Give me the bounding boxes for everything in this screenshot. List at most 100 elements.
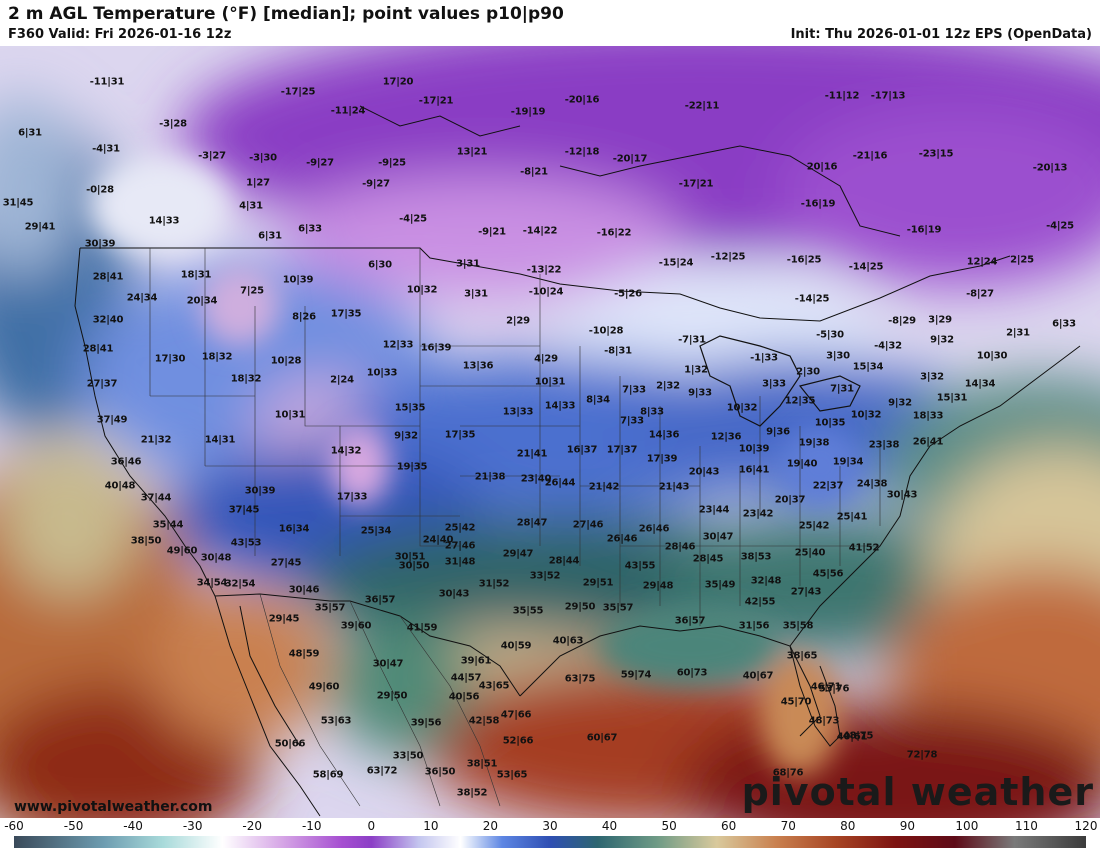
point-value-label: 38|51 [466,758,498,770]
point-value-label: 21|32 [140,434,172,446]
point-value-label: 43|65 [478,680,510,692]
point-value-label: 29|50 [376,690,408,702]
point-value-label: -0|28 [86,184,114,196]
point-value-label: 1|27 [246,177,270,189]
point-value-label: 63|72 [366,765,398,777]
colorbar-tick-label: 120 [1074,819,1098,833]
point-value-label: 25|42 [444,522,476,534]
point-value-label: 16|41 [738,464,770,476]
pacific-mid-tan [0,436,140,596]
point-value-label: -7|31 [678,334,706,346]
point-value-label: 17|35 [444,429,476,441]
point-value-label: 6|33 [1052,318,1076,330]
point-value-label: 63|75 [564,673,596,685]
colorbar-tick-label: 0 [367,819,376,833]
point-value-label: 7|31 [830,383,854,395]
point-value-label: 2|30 [796,366,820,378]
point-value-label: 40|59 [500,640,532,652]
point-value-label: -19|19 [510,106,546,118]
point-value-label: 14|33 [148,215,180,227]
colorbar-tick-label: 80 [840,819,856,833]
point-value-label: 4|31 [239,200,263,212]
point-value-label: 20|43 [688,466,720,478]
point-value-label: 50|66 [274,738,306,750]
point-value-label: 4|29 [534,353,558,365]
point-value-label: 25|40 [794,547,826,559]
mexico-lines [259,593,501,807]
point-value-label: 14|32 [330,445,362,457]
point-value-label: 9|32 [930,334,954,346]
point-value-label: 29|50 [564,601,596,613]
watermark-url: www.pivotalweather.com [14,799,213,815]
point-value-label: -3|30 [249,152,277,164]
colorbar-tick-label: -50 [63,819,84,833]
point-value-label: -4|25 [1046,220,1074,232]
point-value-label: 9|33 [688,387,712,399]
point-value-label: -11|12 [824,90,860,102]
point-value-label: 25|34 [360,525,392,537]
point-value-label: 22|37 [812,480,844,492]
point-value-label: 36|50 [424,766,456,778]
point-value-label: 30|39 [244,485,276,497]
point-value-label: 28|41 [82,343,114,355]
point-value-label: 10|35 [814,417,846,429]
point-value-label: 35|44 [152,519,184,531]
point-value-label: 38|50 [130,535,162,547]
point-value-label: -17|13 [870,90,906,102]
point-value-label: 40|67 [742,670,774,682]
point-value-label: 3|32 [920,371,944,383]
point-value-label: 49|60 [308,681,340,693]
point-value-label: 27|46 [444,540,476,552]
point-value-label: 10|39 [282,274,314,286]
pnw-cool-pocket [90,156,230,256]
cold-prairies [280,176,680,296]
cold-core-quebec [780,106,1100,286]
point-value-label: -11|24 [330,105,366,117]
point-value-label: 6|31 [258,230,282,242]
point-value-label: 2|32 [656,380,680,392]
point-value-label: 23|38 [868,439,900,451]
point-value-label: 48|73 [808,715,840,727]
point-value-label: 17|20 [382,76,414,88]
point-value-label: -12|25 [710,251,746,263]
point-value-label: 43|53 [230,537,262,549]
point-value-label: 36|57 [674,615,706,627]
point-value-label: 45|70 [780,696,812,708]
point-value-label: 14|31 [204,434,236,446]
point-value-label: 27|43 [790,586,822,598]
point-value-label: 37|44 [140,492,172,504]
point-value-label: 7|33 [622,384,646,396]
point-value-label: -8|31 [604,345,632,357]
point-value-label: 3|33 [762,378,786,390]
point-value-label: -4|25 [399,213,427,225]
point-value-label: 35|57 [314,602,346,614]
point-value-label: 35|49 [704,579,736,591]
point-value-label: 24|38 [856,478,888,490]
point-value-label: -14|22 [522,225,558,237]
point-value-label: 8|26 [292,311,316,323]
point-value-label: 31|56 [738,620,770,632]
point-value-label: 34|54 [196,577,228,589]
point-value-label: 37|49 [96,414,128,426]
point-value-label: 3|31 [464,288,488,300]
point-value-label: 42|58 [468,715,500,727]
colorbar-tick-label: 70 [780,819,796,833]
point-value-label: 6|33 [298,223,322,235]
point-value-label: 30|50 [398,560,430,572]
point-value-label: 19|40 [786,458,818,470]
point-value-label: 21|42 [588,481,620,493]
point-value-label: -16|19 [800,198,836,210]
point-value-label: 15|31 [936,392,968,404]
point-value-label: -8|21 [520,166,548,178]
point-value-label: -9|27 [362,178,390,190]
point-value-label: 60|73 [676,667,708,679]
point-value-label: 12|33 [382,339,414,351]
point-value-label: -3|27 [198,150,226,162]
point-value-label: 1|32 [684,364,708,376]
point-value-label: 30|43 [886,489,918,501]
point-value-label: 31|48 [444,556,476,568]
colorbar-tick-label: 100 [955,819,979,833]
colorbar-tick-label: 20 [482,819,499,833]
point-value-label: 33|50 [392,750,424,762]
valid-time: F360 Valid: Fri 2026-01-16 12z [8,27,232,42]
